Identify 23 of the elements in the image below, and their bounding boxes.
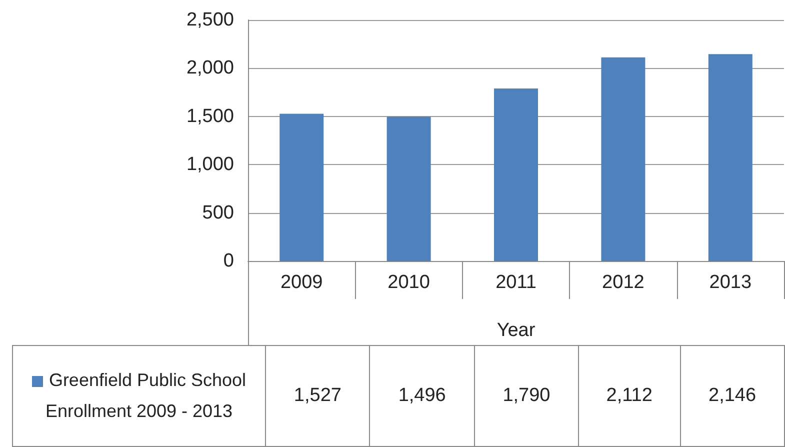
data-label: 2,112 <box>578 346 680 446</box>
bar <box>280 114 324 261</box>
bar <box>708 54 752 261</box>
x-tick-label: 2012 <box>602 272 644 293</box>
data-label: 1,790 <box>474 346 579 446</box>
y-tick-label: 2,000 <box>186 58 234 79</box>
x-tick-label: 2011 <box>496 272 536 293</box>
y-tick-label: 1,500 <box>186 106 234 127</box>
data-label: 1,496 <box>370 346 474 446</box>
bar <box>386 116 431 261</box>
y-tick-label: 0 <box>223 250 234 272</box>
x-axis-title: Year <box>496 320 536 341</box>
y-tick-label: 1,000 <box>186 154 234 176</box>
x-tick-label: 2013 <box>709 272 752 293</box>
bar <box>601 57 646 261</box>
x-tick-label: 2010 <box>388 272 430 293</box>
data-label: 2,146 <box>680 346 784 446</box>
y-tick-label: 500 <box>202 202 234 224</box>
x-tick-label: 2009 <box>280 272 323 293</box>
data-label: 1,527 <box>266 346 370 446</box>
y-tick-label: 2,500 <box>186 10 234 30</box>
legend-label: Greenfield Public School Enrollment 2009 - 2013 <box>45 370 246 421</box>
bar <box>494 88 538 261</box>
